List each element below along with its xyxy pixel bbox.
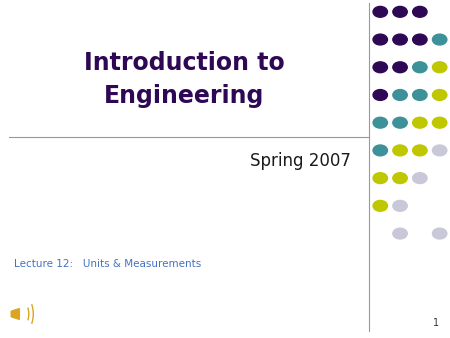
Circle shape	[373, 34, 387, 45]
Circle shape	[413, 117, 427, 128]
Circle shape	[393, 34, 407, 45]
Circle shape	[413, 34, 427, 45]
Circle shape	[413, 90, 427, 100]
Circle shape	[373, 90, 387, 100]
Circle shape	[432, 34, 447, 45]
Circle shape	[393, 228, 407, 239]
Text: Spring 2007: Spring 2007	[250, 151, 351, 170]
Circle shape	[413, 6, 427, 17]
Circle shape	[432, 145, 447, 156]
Circle shape	[393, 117, 407, 128]
Circle shape	[373, 173, 387, 184]
Circle shape	[373, 6, 387, 17]
Circle shape	[393, 6, 407, 17]
Circle shape	[432, 62, 447, 73]
Circle shape	[373, 62, 387, 73]
Circle shape	[393, 62, 407, 73]
Circle shape	[393, 145, 407, 156]
Text: Introduction to: Introduction to	[84, 50, 285, 75]
Text: Lecture 12:   Units & Measurements: Lecture 12: Units & Measurements	[14, 259, 201, 269]
Text: Engineering: Engineering	[104, 84, 265, 108]
Polygon shape	[14, 309, 19, 319]
Polygon shape	[11, 310, 14, 318]
Circle shape	[373, 200, 387, 211]
Circle shape	[432, 228, 447, 239]
Text: 1: 1	[432, 318, 439, 328]
Circle shape	[393, 200, 407, 211]
Circle shape	[393, 90, 407, 100]
Circle shape	[413, 62, 427, 73]
Circle shape	[413, 173, 427, 184]
Circle shape	[432, 117, 447, 128]
Circle shape	[432, 90, 447, 100]
Circle shape	[413, 145, 427, 156]
Circle shape	[373, 117, 387, 128]
Circle shape	[393, 173, 407, 184]
Circle shape	[373, 145, 387, 156]
